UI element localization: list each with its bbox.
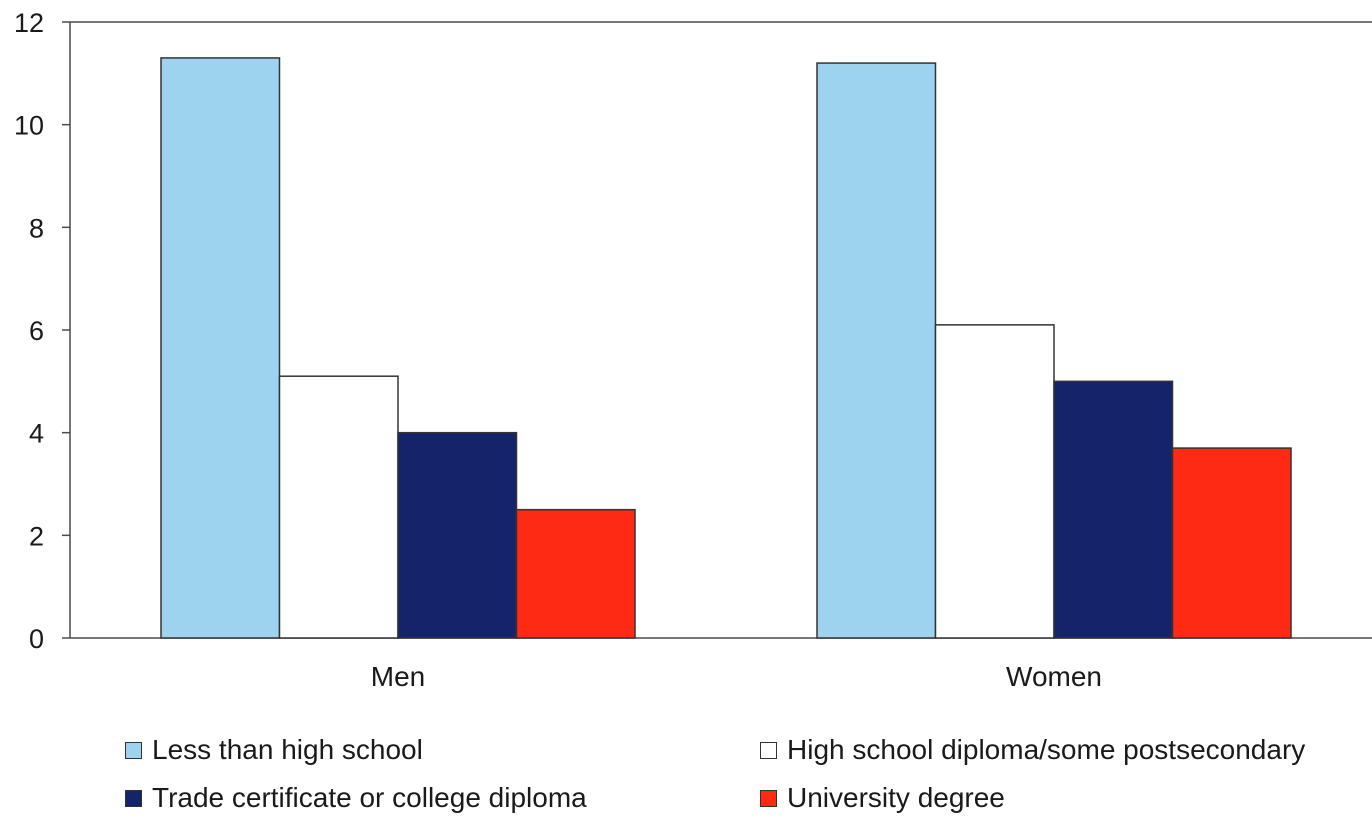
x-category-label: Men bbox=[371, 661, 425, 692]
y-tick-label: 12 bbox=[14, 8, 44, 38]
y-tick-label: 10 bbox=[14, 111, 44, 141]
bar-men-3 bbox=[397, 431, 518, 639]
y-tick-label: 0 bbox=[29, 624, 44, 654]
bars bbox=[160, 57, 1292, 639]
bar-women-2 bbox=[934, 324, 1055, 639]
bar-men-4 bbox=[515, 508, 636, 639]
x-axis-categories: Men Women bbox=[371, 661, 1102, 692]
y-axis-ticks: 0 2 4 6 8 10 12 bbox=[14, 8, 70, 654]
legend-swatch bbox=[125, 741, 142, 759]
legend-item: High school diploma/some postsecondary bbox=[760, 730, 1360, 770]
x-category-label: Women bbox=[1006, 661, 1102, 692]
legend-item: University degree bbox=[760, 778, 1360, 818]
legend-swatch bbox=[125, 789, 142, 807]
bar-chart: 0 2 4 6 8 10 12 Men Women bbox=[14, 8, 1372, 692]
legend: Less than high school High school diploma… bbox=[125, 730, 1365, 818]
bar-men-2 bbox=[278, 375, 399, 639]
legend-label: Less than high school bbox=[152, 734, 423, 765]
legend-label: University degree bbox=[787, 782, 1005, 813]
bar-women-3 bbox=[1053, 380, 1174, 639]
legend-item: Trade certificate or college diploma bbox=[125, 778, 760, 818]
y-tick-label: 8 bbox=[29, 213, 44, 243]
bar-men-1 bbox=[160, 57, 281, 639]
y-tick-label: 4 bbox=[29, 419, 44, 449]
legend-label: High school diploma/some postsecondary bbox=[787, 734, 1306, 765]
y-tick-label: 2 bbox=[29, 521, 44, 551]
legend-item: Less than high school bbox=[125, 730, 760, 770]
legend-swatch bbox=[760, 741, 777, 759]
legend-swatch bbox=[760, 789, 777, 807]
y-tick-label: 6 bbox=[29, 316, 44, 346]
bar-women-4 bbox=[1171, 447, 1292, 639]
legend-label: Trade certificate or college diploma bbox=[152, 782, 587, 813]
bar-women-1 bbox=[816, 62, 937, 639]
